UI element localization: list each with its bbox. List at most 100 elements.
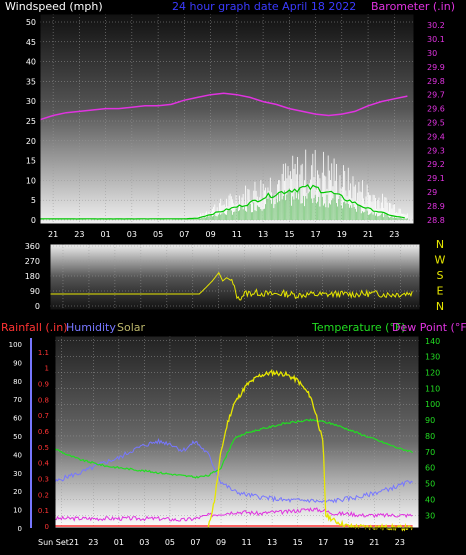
rainfall-tick-label: 0.4 xyxy=(38,460,50,468)
wind-tick-label: 10 xyxy=(26,176,36,185)
hour-tick-label: 19 xyxy=(344,538,354,547)
barometer-tick-label: 29.7 xyxy=(427,91,445,100)
hour-tick-label: 19 xyxy=(337,230,347,239)
humidity-tick-label: 40 xyxy=(13,451,22,459)
hour-tick-label: 05 xyxy=(165,538,175,547)
hour-tick-label: 15 xyxy=(284,230,294,239)
wind-tick-label: 30 xyxy=(26,97,36,106)
compass-letter: S xyxy=(437,269,444,282)
rainfall-tick-label: 0.7 xyxy=(38,412,49,420)
wind-barometer-series xyxy=(39,92,408,220)
humidity-tick-label: 50 xyxy=(13,433,22,441)
rainfall-label: Rainfall (.in) xyxy=(1,321,68,334)
windspeed-label: Windspeed (mph) xyxy=(5,0,103,13)
humidity-tick-label: 100 xyxy=(9,341,22,349)
wind-panel xyxy=(40,14,414,224)
weather-panel-border xyxy=(54,335,420,529)
rainfall-tick-label: 0 xyxy=(45,523,49,531)
temperature-line xyxy=(54,418,413,479)
wind-tick-label: 20 xyxy=(26,137,36,146)
hour-tick-label: 13 xyxy=(258,230,268,239)
direction-tick-label: 360 xyxy=(25,242,40,251)
hour-tick-label: 11 xyxy=(232,230,242,239)
wind-tick-label: 25 xyxy=(26,117,36,126)
dew-point-line xyxy=(54,507,413,522)
rainfall-tick-label: 1 xyxy=(45,365,49,373)
compass-letter: E xyxy=(437,285,444,298)
rainfall-tick-label: 0.8 xyxy=(38,396,49,404)
rainfall-tick-label: 0.1 xyxy=(38,507,49,515)
barometer-tick-label: 28.8 xyxy=(427,216,445,225)
temperature-tick-label: 50 xyxy=(425,480,435,489)
hour-tick-label: 17 xyxy=(310,230,320,239)
temperature-tick-label: 110 xyxy=(425,384,440,393)
temperature-tick-label: 30 xyxy=(425,511,435,520)
barometer-tick-label: 29.1 xyxy=(427,174,445,183)
hour-tick-label: 07 xyxy=(190,538,200,547)
hour-tick-label: 23 xyxy=(389,230,399,239)
rainfall-tick-label: 0.2 xyxy=(38,491,49,499)
hour-tick-label: 21 xyxy=(48,230,58,239)
temperature-tick-label: 140 xyxy=(425,337,440,346)
solar-label: Solar xyxy=(117,321,146,334)
hour-tick-label: 11 xyxy=(241,538,251,547)
wind-tick-label: 35 xyxy=(26,77,36,86)
wind-direction-panel xyxy=(50,244,420,310)
hour-tick-label: 09 xyxy=(206,230,216,239)
barometer-label: Barometer (.in) xyxy=(371,0,455,13)
barometer-tick-label: 29.3 xyxy=(427,146,445,155)
barometer-tick-label: 30.1 xyxy=(427,35,445,44)
barometer-tick-label: 29.6 xyxy=(427,105,445,114)
hour-tick-label: 21 xyxy=(369,538,379,547)
hour-tick-label: 21 xyxy=(363,230,373,239)
weather-series xyxy=(54,369,414,532)
rainfall-tick-label: 0.6 xyxy=(38,428,50,436)
temperature-tick-label: 80 xyxy=(425,432,435,441)
hour-tick-label: 07 xyxy=(179,230,189,239)
temperature-tick-label: 70 xyxy=(425,448,435,457)
weather-panel-grid xyxy=(55,336,419,528)
wind-direction-axes: 0 90 180 270 360 xyxy=(25,242,421,311)
rainfall-tick-label: 0.9 xyxy=(38,381,49,389)
humidity-tick-label: 10 xyxy=(13,507,22,515)
hour-tick-label: 03 xyxy=(139,538,149,547)
barometer-line xyxy=(39,92,408,121)
humidity-tick-label: 80 xyxy=(13,378,22,386)
wind-direction-line xyxy=(50,271,413,301)
hour-tick-label: 09 xyxy=(216,538,226,547)
direction-tick-label: 270 xyxy=(25,257,40,266)
compass-letter: N xyxy=(436,300,444,313)
barometer-tick-label: 29.4 xyxy=(427,132,445,141)
wind-tick-label: 0 xyxy=(31,216,36,225)
rainfall-tick-label: 0.5 xyxy=(38,444,49,452)
temperature-tick-label: 90 xyxy=(425,416,435,425)
compass-letter: W xyxy=(435,254,446,267)
dew-point-label: Dew Point (°F) xyxy=(392,321,466,334)
barometer-tick-label: 30.2 xyxy=(427,21,445,30)
barometer-tick-label: 29.8 xyxy=(427,77,445,86)
humidity-line xyxy=(54,437,413,504)
barometer-tick-label: 29.9 xyxy=(427,63,445,72)
wind-panel-border xyxy=(39,13,415,225)
hour-tick-label: 13 xyxy=(267,538,277,547)
solar-line xyxy=(207,369,414,532)
barometer-tick-label: 29 xyxy=(427,188,437,197)
wind-tick-label: 45 xyxy=(26,38,36,47)
wind-tick-label: 40 xyxy=(26,58,36,67)
humidity-tick-label: 30 xyxy=(13,470,22,478)
humidity-tick-label: 0 xyxy=(18,525,22,533)
wind-tick-label: 50 xyxy=(26,18,36,27)
direction-tick-label: 0 xyxy=(35,302,40,311)
wind-direction-border xyxy=(49,243,421,311)
humidity-tick-label: 70 xyxy=(13,396,22,404)
hour-tick-label: 15 xyxy=(293,538,303,547)
hour-tick-label: 03 xyxy=(127,230,137,239)
barometer-tick-label: 29.5 xyxy=(427,118,445,127)
temperature-tick-label: 120 xyxy=(425,368,440,377)
temperature-tick-label: 60 xyxy=(425,464,435,473)
wind-tick-label: 5 xyxy=(31,196,36,205)
hour-tick-label: 23 xyxy=(88,538,98,547)
temperature-tick-label: 40 xyxy=(425,495,435,504)
temperature-tick-label: 130 xyxy=(425,353,440,362)
